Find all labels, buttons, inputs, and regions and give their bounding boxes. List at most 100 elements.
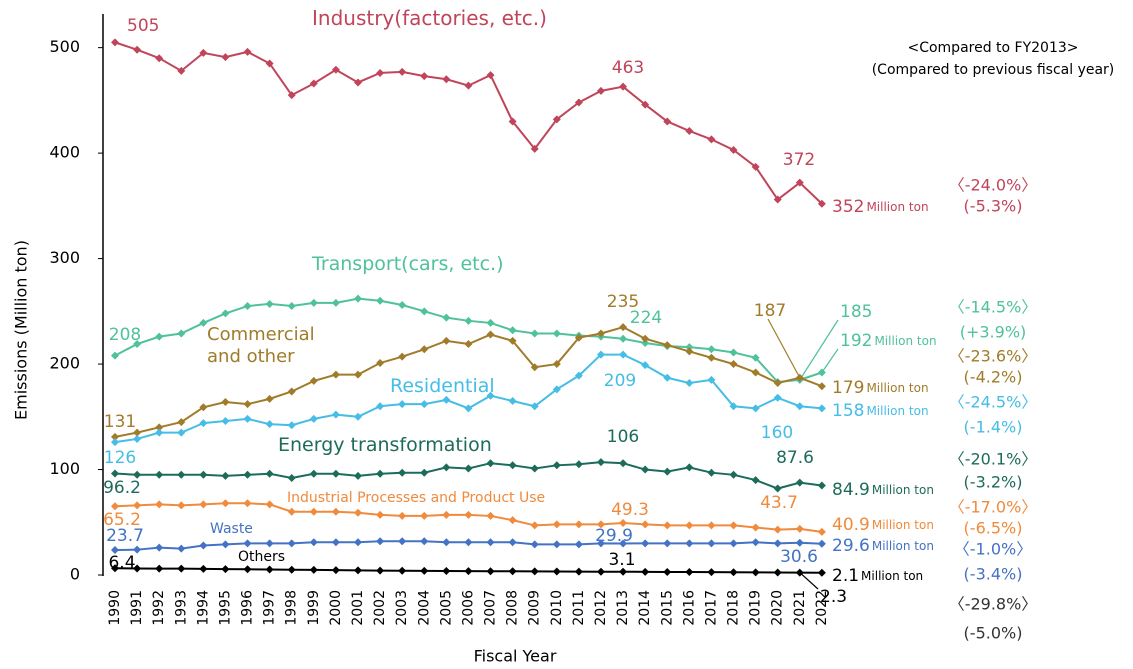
data-label-value: 23.7 <box>106 526 144 546</box>
data-label-value: 160 <box>761 423 793 443</box>
data-point <box>641 567 650 576</box>
x-tick-label: 1997 <box>262 590 278 626</box>
data-point <box>552 329 561 338</box>
data-point <box>552 115 561 124</box>
data-point <box>221 53 230 62</box>
data-point <box>420 537 429 546</box>
data-point <box>751 162 760 171</box>
data-point <box>530 464 539 473</box>
data-point <box>685 463 694 472</box>
data-point <box>331 469 340 478</box>
data-point <box>508 396 517 405</box>
data-point <box>508 516 517 525</box>
data-label-value: 463 <box>612 58 644 78</box>
data-point <box>707 135 716 144</box>
data-label: 65.2 <box>103 510 141 530</box>
data-point <box>464 81 473 90</box>
y-tick-label: 0 <box>70 565 80 584</box>
data-point <box>111 438 119 447</box>
data-label-unit: Million ton <box>874 334 936 348</box>
data-point <box>111 564 119 573</box>
data-point <box>353 78 362 87</box>
data-point <box>641 361 650 370</box>
x-tick-label: 1990 <box>107 590 123 626</box>
data-point <box>155 543 164 552</box>
data-point <box>177 564 186 573</box>
data-point <box>773 484 782 493</box>
data-point <box>199 500 208 509</box>
data-point <box>420 511 429 520</box>
x-tick-label: 2014 <box>637 590 653 626</box>
data-point <box>464 510 473 519</box>
data-point <box>420 566 429 575</box>
data-point <box>751 523 760 532</box>
change-prev: (-5.3%) <box>964 197 1023 216</box>
data-point <box>265 469 274 478</box>
data-point <box>552 520 561 529</box>
data-point <box>486 330 495 339</box>
data-point <box>486 511 495 520</box>
x-tick-label: 2010 <box>549 590 565 626</box>
change-fy2013: 〈-23.6%〉 <box>949 347 1038 366</box>
data-point <box>663 373 672 382</box>
data-label-value: 235 <box>607 292 639 312</box>
data-point <box>243 414 252 423</box>
change-fy2013: 〈-24.5%〉 <box>949 393 1038 412</box>
data-point <box>596 350 605 359</box>
data-point <box>751 568 760 577</box>
data-point <box>177 329 186 338</box>
data-label-value: 29.9 <box>595 526 633 546</box>
data-point <box>309 565 318 574</box>
x-tick-label: 2018 <box>726 590 742 626</box>
y-tick-label: 300 <box>49 248 80 267</box>
data-label: 372 <box>783 150 815 170</box>
data-point <box>420 307 429 316</box>
data-point <box>287 507 296 516</box>
y-tick-label: 500 <box>49 37 80 56</box>
leader-line <box>767 318 801 379</box>
data-point <box>221 398 230 407</box>
change-fy2013: 〈-1.0%〉 <box>954 540 1032 559</box>
data-point <box>177 470 186 479</box>
data-point <box>199 470 208 479</box>
data-label-value: 208 <box>109 325 141 345</box>
data-point <box>331 538 340 547</box>
data-label-value: 126 <box>104 448 136 468</box>
data-point <box>265 420 274 429</box>
data-point <box>442 395 451 404</box>
data-point <box>508 336 517 345</box>
data-point <box>817 404 826 413</box>
data-label: 185 <box>840 302 872 322</box>
data-point <box>685 347 694 356</box>
data-point <box>751 353 760 362</box>
data-point <box>398 537 407 546</box>
data-point <box>707 539 716 548</box>
data-point <box>287 91 296 100</box>
x-tick-label: 1993 <box>173 590 189 626</box>
data-point <box>464 538 473 547</box>
data-point <box>596 520 605 529</box>
change-fy2013: 〈-20.1%〉 <box>949 450 1038 469</box>
leader-line <box>799 319 839 381</box>
data-point <box>309 298 318 307</box>
data-label-value: 87.6 <box>776 448 814 468</box>
data-point <box>177 418 186 427</box>
data-point <box>685 126 694 135</box>
data-label: 43.7 <box>760 493 798 513</box>
data-label-value: 209 <box>604 371 636 391</box>
data-point <box>309 79 318 88</box>
data-point <box>574 540 583 549</box>
data-point <box>663 341 672 350</box>
data-point <box>442 510 451 519</box>
data-point <box>353 294 362 303</box>
data-point <box>817 539 826 548</box>
x-tick-label: 2016 <box>681 590 697 626</box>
data-point <box>287 421 296 430</box>
data-label-value: 352 <box>832 197 864 217</box>
data-point <box>619 459 628 468</box>
leader-line <box>799 572 819 590</box>
data-point <box>707 568 716 577</box>
data-point <box>641 520 650 529</box>
data-point <box>486 567 495 576</box>
